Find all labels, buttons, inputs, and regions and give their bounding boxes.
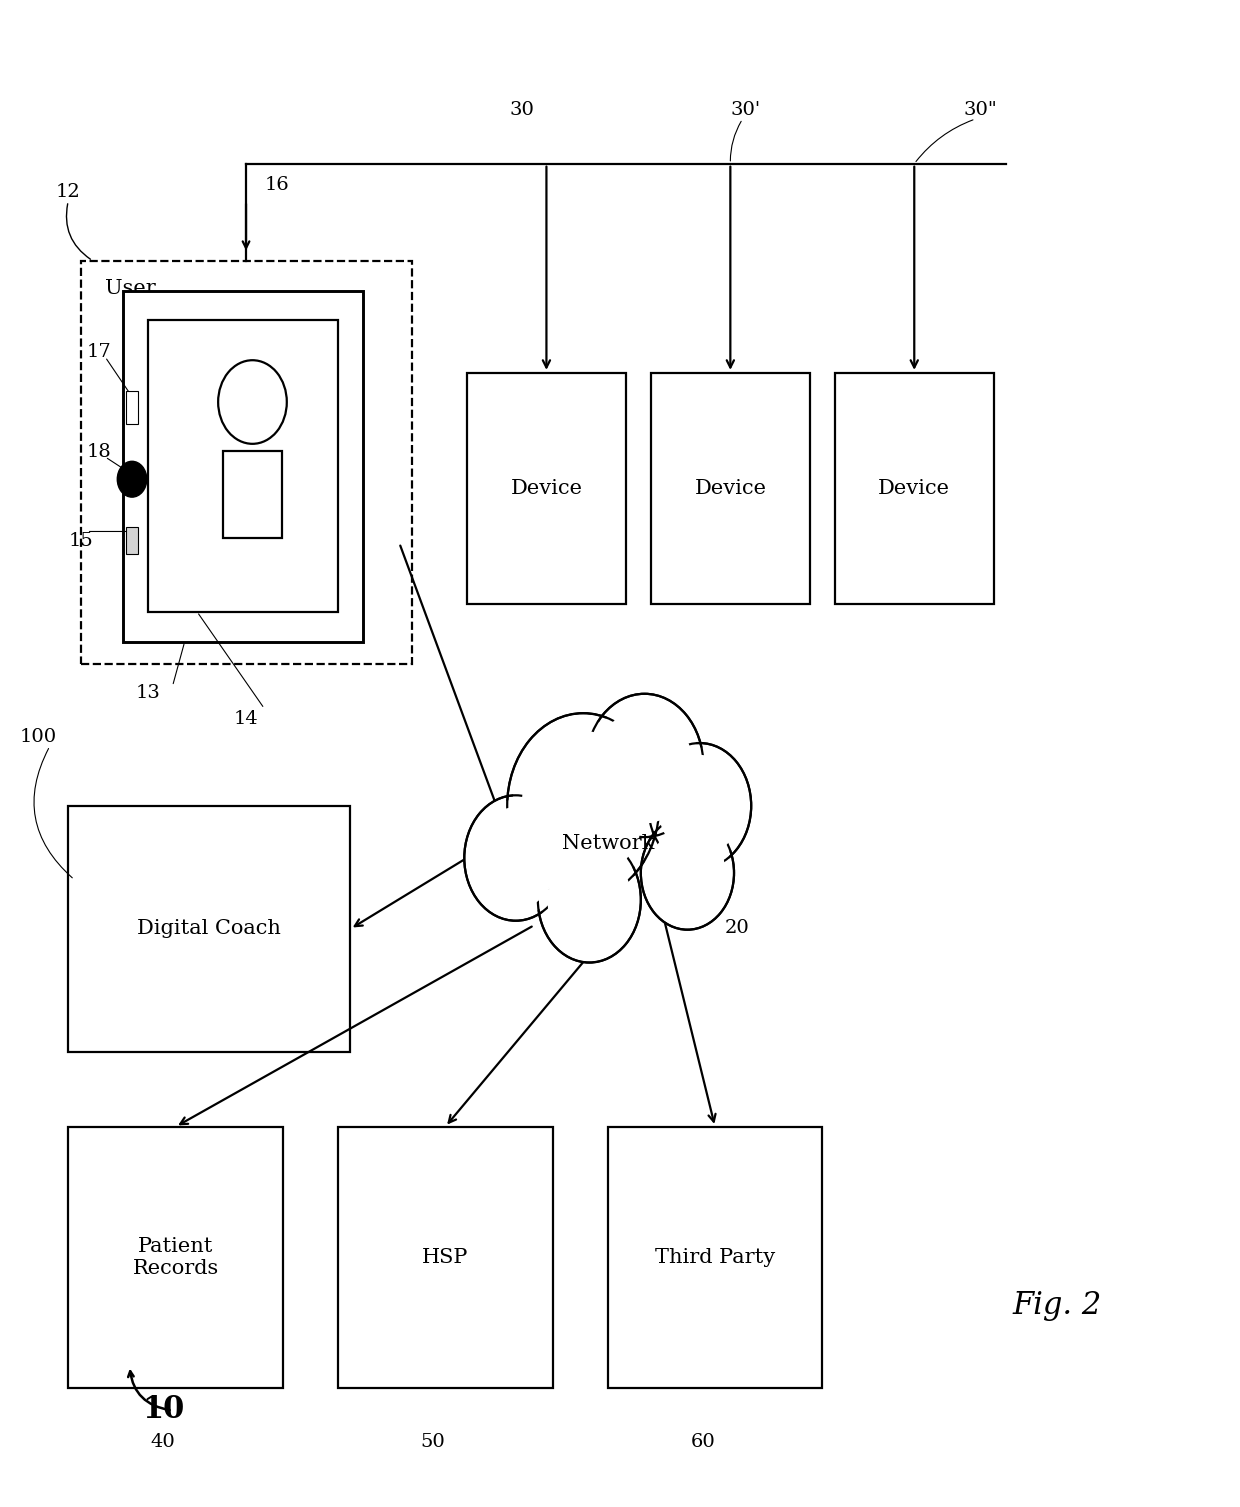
Circle shape — [585, 693, 703, 836]
Bar — [124, 291, 362, 642]
Bar — [223, 451, 281, 538]
Text: Device: Device — [511, 479, 583, 497]
Circle shape — [507, 713, 660, 898]
Text: 30": 30" — [963, 101, 997, 119]
Bar — [126, 392, 138, 423]
Text: 15: 15 — [68, 532, 93, 550]
Circle shape — [464, 796, 567, 921]
Bar — [68, 1127, 283, 1388]
Circle shape — [649, 743, 751, 868]
Bar — [466, 372, 626, 604]
Text: 13: 13 — [135, 684, 160, 702]
Text: 100: 100 — [19, 728, 56, 746]
Text: Device: Device — [694, 479, 766, 497]
Circle shape — [590, 699, 698, 832]
Circle shape — [469, 800, 563, 916]
Text: 30: 30 — [510, 101, 534, 119]
Text: 12: 12 — [56, 182, 81, 200]
Circle shape — [650, 827, 724, 918]
Text: 60: 60 — [691, 1433, 715, 1451]
Text: 16: 16 — [264, 176, 289, 193]
Circle shape — [641, 817, 734, 930]
Circle shape — [118, 461, 146, 497]
Circle shape — [538, 836, 641, 963]
Text: 14: 14 — [234, 710, 258, 728]
Circle shape — [513, 720, 653, 891]
Text: HSP: HSP — [422, 1248, 469, 1267]
Text: 40: 40 — [151, 1433, 176, 1451]
Text: Patient
Records: Patient Records — [133, 1237, 218, 1278]
Circle shape — [652, 747, 746, 864]
Circle shape — [542, 842, 636, 957]
Circle shape — [658, 755, 740, 856]
Bar — [126, 527, 138, 555]
Text: User: User — [105, 279, 156, 298]
Bar — [81, 261, 412, 665]
Bar — [339, 1127, 553, 1388]
Text: Third Party: Third Party — [655, 1248, 775, 1267]
Circle shape — [475, 808, 557, 909]
Circle shape — [645, 821, 730, 925]
Bar — [651, 372, 810, 604]
Circle shape — [548, 850, 631, 949]
Text: 20: 20 — [724, 919, 749, 937]
Text: 10: 10 — [141, 1394, 184, 1426]
Text: 30': 30' — [730, 101, 760, 119]
Text: Network: Network — [562, 833, 653, 853]
Text: 17: 17 — [87, 342, 112, 360]
Bar — [148, 321, 339, 612]
Text: Fig. 2: Fig. 2 — [1012, 1290, 1101, 1320]
Text: 50: 50 — [420, 1433, 445, 1451]
Bar — [835, 372, 994, 604]
Text: Digital Coach: Digital Coach — [138, 919, 281, 939]
Text: 18: 18 — [87, 443, 112, 461]
Bar — [68, 806, 350, 1052]
Circle shape — [598, 708, 692, 823]
Bar — [608, 1127, 822, 1388]
Text: Device: Device — [878, 479, 950, 497]
Circle shape — [522, 732, 644, 880]
